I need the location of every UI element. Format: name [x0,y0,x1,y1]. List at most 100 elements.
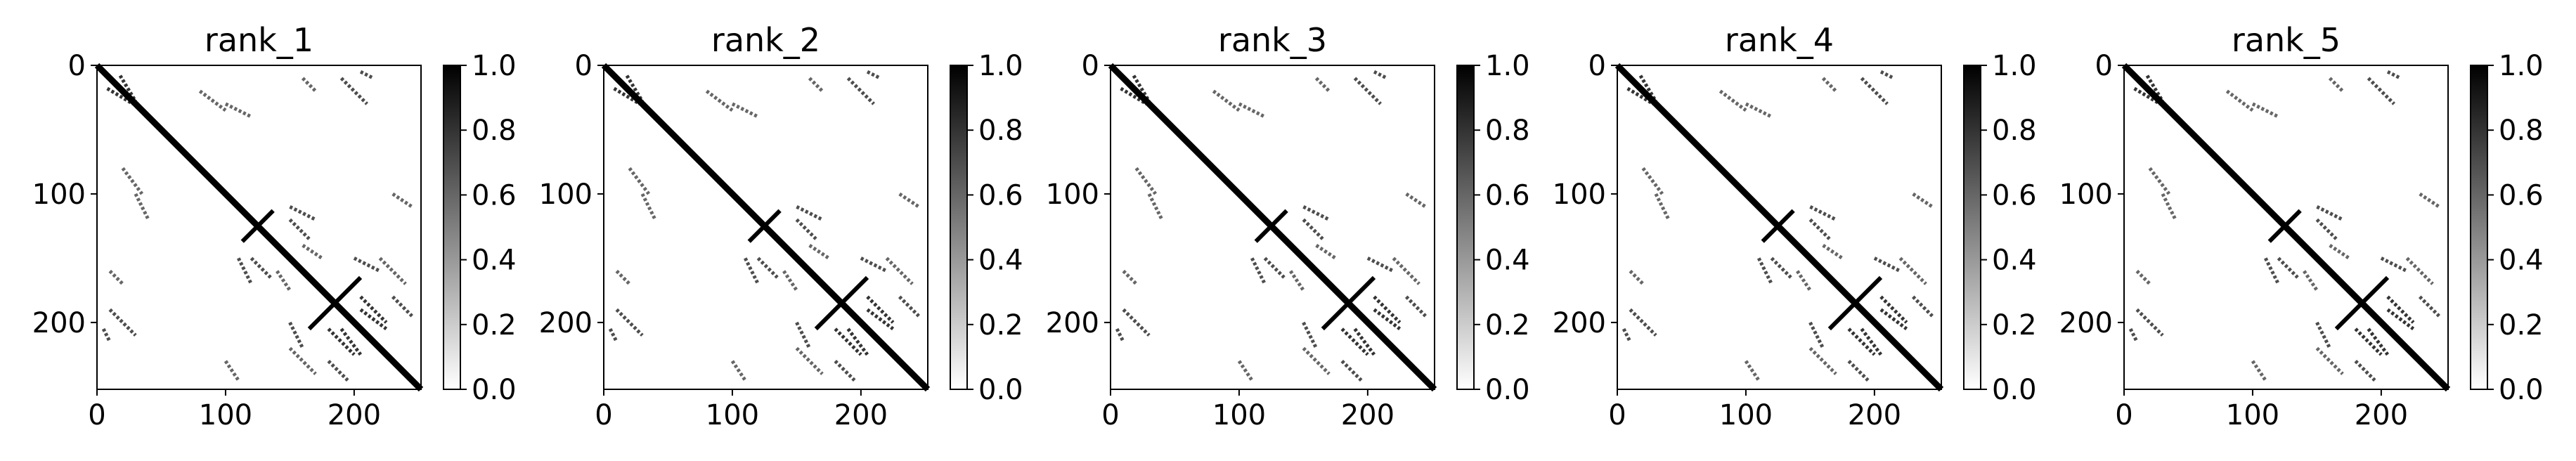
anti-diagonal-contact-2 [307,275,363,331]
contact-band-9-mirror [1879,295,1908,324]
contact-band-15 [2419,192,2440,209]
contact-band-11-mirror [2135,308,2164,337]
contact-band-12 [1302,346,1331,375]
anti-diagonal-contact-1 [2267,209,2302,243]
contact-band-12-mirror [1898,257,1927,285]
x-tick-label: 0 [595,399,612,431]
panel-title: rank_3 [1218,21,1327,59]
anti-diagonal-contact-1 [240,209,275,243]
colorbar-tick-label: 0.4 [1992,245,2037,277]
colorbar [2470,65,2488,390]
axes-frame [1110,65,1435,390]
y-tick-label: 200 [2059,307,2113,339]
colorbar-tick-label: 0.2 [978,309,1023,342]
y-tick-label: 200 [539,307,593,339]
contact-band-9-mirror [2386,295,2415,324]
contact-band-8-mirror [846,327,869,356]
colorbar-tick-label: 0.8 [472,115,517,147]
contact-band-9-mirror [866,295,895,324]
colorbar-tick-label: 0.0 [978,374,1023,406]
y-tick-label: 0 [2095,50,2113,82]
contact-band-8 [866,308,895,331]
contact-band-12-mirror [2405,257,2434,285]
x-tick-label: 0 [1101,399,1119,431]
contact-band-11 [1860,77,1889,105]
y-tick-label: 0 [68,50,86,82]
contact-band-13 [2135,269,2151,285]
colorbar-tick-label: 0.6 [2499,179,2544,212]
x-tick-label: 200 [328,399,381,431]
contact-band-2-mirror [628,167,651,195]
y-tick-label: 0 [1588,50,1606,82]
colorbar-tick-label: 1.0 [1992,50,2037,82]
contact-band-2-mirror [121,167,144,195]
colorbar [1456,65,1475,390]
contact-band-2-mirror [2148,167,2171,195]
colorbar-tick-label: 0.4 [978,245,1023,277]
contact-band-13-mirror [808,77,824,93]
contact-band-8 [2386,308,2415,331]
contact-band-2-mirror [1134,167,1158,195]
colorbar-tick-label: 0.8 [1992,115,2037,147]
colorbar [443,65,461,390]
contact-band-11-mirror [1629,308,1657,337]
contact-band-8-mirror [1860,327,1883,356]
contact-band-8-mirror [339,327,363,356]
heatmap-panel-1: rank_1 0 100 200 0 100 200 0.0 0.2 0.4 0.6 0.8 1.0 [32,21,517,431]
colorbar-tick-label: 0.8 [2499,115,2544,147]
contact-band-15 [1405,192,1427,209]
y-tick-label: 100 [2059,178,2113,211]
contact-band-2 [705,89,734,112]
contact-band-14 [1115,327,1125,343]
contact-band-11-mirror [1122,308,1151,337]
colorbar-tick-label: 1.0 [472,50,517,82]
anti-diagonal-contact-2 [1827,275,1883,331]
contact-band-13 [1122,269,1138,285]
axes-frame [96,65,422,390]
colorbar-tick-label: 0.2 [472,309,517,342]
anti-diagonal-contact-2 [1321,275,1376,331]
contact-band-13 [1629,269,1645,285]
contact-band-6-mirror [1796,270,1812,292]
contact-band-12-mirror [885,257,914,285]
y-tick-label: 200 [1046,307,1099,339]
contact-band-9-mirror [359,295,388,324]
colorbar-tick-label: 0.6 [978,179,1023,212]
x-tick-label: 100 [706,399,759,431]
contact-band-12 [795,346,824,375]
colorbar-tick-label: 0.6 [1992,179,2037,212]
contact-band-15 [898,192,920,209]
contact-band-13 [108,269,124,285]
x-tick-label: 200 [834,399,888,431]
contact-band-2-mirror [1641,167,1664,195]
y-tick-label: 100 [1553,178,1606,211]
contact-band-11 [2367,77,2395,105]
contact-band-6-mirror [1289,270,1305,292]
contact-band-9 [1340,327,1369,356]
x-tick-label: 100 [2226,399,2279,431]
contact-band-9 [834,327,862,356]
contact-band-6 [2329,244,2350,260]
x-tick-label: 200 [1848,399,1901,431]
x-tick-label: 100 [199,399,252,431]
heatmap-panel-2: rank_2 0 100 200 0 100 200 0.0 0.2 0.4 0.6 0.8 1.0 [539,21,1023,431]
x-tick-label: 0 [2115,399,2132,431]
contact-band-14-mirror [1373,70,1388,80]
colorbar-tick-label: 1.0 [978,50,1023,82]
colorbar-tick-label: 0.0 [1992,374,2037,406]
y-tick-label: 100 [539,178,593,211]
colorbar-tick-label: 0.8 [1485,115,1530,147]
contact-band-2 [1719,89,1747,112]
contact-band-9 [2354,327,2383,356]
contact-band-8 [1879,308,1908,331]
panel-title: rank_5 [2232,21,2341,59]
anti-diagonal-contact-1 [747,209,782,243]
colorbar-tick-label: 0.0 [1485,374,1530,406]
contact-band-14 [1622,327,1632,343]
contact-band-9 [1847,327,1876,356]
anti-diagonal-contact-2 [814,275,869,331]
contact-band-9 [327,327,356,356]
contact-band-6-mirror [276,270,292,292]
contact-band-15-mirror [1744,360,1761,382]
contact-band-2 [2225,89,2254,112]
